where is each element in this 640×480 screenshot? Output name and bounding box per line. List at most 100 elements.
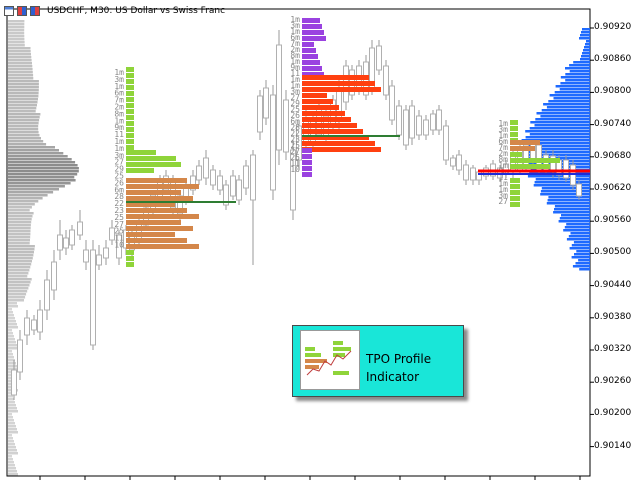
candle-body (196, 165, 202, 181)
volume-bar (8, 161, 76, 164)
volume-bar (8, 176, 75, 179)
volume-bar (8, 212, 34, 215)
volume-bar (8, 347, 18, 350)
volume-bar (8, 329, 12, 332)
chart-window-icon[interactable] (4, 6, 14, 16)
tpo-letter: 3m (290, 87, 300, 96)
tpo-row (302, 30, 324, 35)
volume-bar (8, 26, 25, 29)
volume-bar (8, 425, 16, 428)
volume-bar (8, 458, 13, 461)
volume-bar (553, 97, 590, 100)
promo-title-line2: Indicator (366, 370, 420, 384)
volume-bar (586, 40, 590, 43)
volume-bar (583, 49, 590, 52)
tpo-letter: 1m (114, 144, 124, 153)
volume-bar (8, 89, 39, 92)
volume-bar (8, 134, 40, 137)
tpo-letter: 1m (498, 161, 508, 170)
candle-body (31, 319, 37, 331)
volume-bar (560, 82, 590, 85)
tpo-row (302, 87, 381, 92)
tpo-row (126, 190, 181, 195)
volume-bar (581, 31, 590, 34)
volume-bar (521, 139, 590, 142)
volume-bar (529, 133, 590, 136)
volume-bar (554, 205, 590, 208)
volume-bar (8, 410, 18, 413)
tpo-letter: 28 (114, 192, 124, 201)
candle-body (203, 157, 209, 179)
volume-bar (8, 32, 25, 35)
tpo-row (126, 196, 193, 201)
volume-bar (540, 193, 590, 196)
volume-bar (534, 181, 590, 184)
volume-bar (8, 305, 18, 308)
volume-bar (8, 467, 16, 470)
volume-bar (8, 218, 32, 221)
volume-bar (8, 155, 68, 158)
volume-bar (8, 98, 38, 101)
chart-window-icon[interactable] (30, 6, 40, 16)
price-axis-label: 0.90920 (594, 22, 632, 32)
candle-body (96, 254, 102, 266)
volume-bar (8, 230, 31, 233)
volume-bar (8, 29, 25, 32)
tpo-promo-box[interactable]: TPO Profile Indicator (292, 325, 464, 397)
volume-bar (8, 101, 38, 104)
candle-body (217, 175, 223, 191)
tpo-letter: 1m (290, 15, 300, 24)
volume-bar (8, 143, 47, 146)
price-axis-label: 0.90740 (594, 118, 632, 129)
volume-bar (8, 182, 71, 185)
tpo-letter: 27 (290, 147, 300, 156)
tpo-row (126, 91, 134, 96)
volume-bar (8, 287, 29, 290)
volume-bar (8, 170, 79, 173)
volume-bar (8, 80, 39, 83)
volume-bar (8, 104, 37, 107)
tpo-letter: 1m (498, 119, 508, 128)
tpo-letter: 1m (114, 116, 124, 125)
volume-bar (8, 242, 30, 245)
candle-body (389, 85, 395, 121)
volume-bar (8, 209, 30, 212)
tpo-row (302, 135, 369, 140)
volume-bar (571, 256, 590, 259)
tpo-row (302, 123, 357, 128)
tpo-letter: 22 (114, 199, 124, 208)
volume-bar (8, 341, 16, 344)
volume-bar (561, 214, 590, 217)
tpo-letter: 6m (290, 33, 300, 42)
tpo-row (302, 60, 320, 65)
tpo-letter: 1m (114, 82, 124, 91)
tpo-letter: 1m (290, 75, 300, 84)
candle-body (430, 113, 436, 131)
volume-bar (8, 260, 32, 263)
candle-body (116, 234, 122, 259)
tpo-letter: 1m (290, 57, 300, 66)
volume-bar (8, 233, 31, 236)
price-axis-label: 0.90140 (594, 440, 632, 451)
tpo-letter: 3m (498, 191, 508, 200)
volume-bar (8, 317, 15, 320)
volume-bar (8, 368, 18, 371)
volume-bar (8, 326, 18, 329)
volume-bar (579, 37, 590, 40)
tpo-row (126, 226, 193, 231)
volume-bar (543, 103, 590, 106)
volume-bar (8, 443, 15, 446)
volume-bar (8, 44, 25, 47)
tpo-letter: 28 (290, 123, 300, 132)
chart-window-icon[interactable] (17, 6, 27, 16)
tpo-letter: 6m (114, 185, 124, 194)
tpo-row (510, 146, 535, 151)
volume-bar (8, 434, 12, 437)
tpo-row (510, 158, 560, 163)
volume-bar (8, 47, 31, 50)
candle-body (423, 119, 429, 136)
promo-thumbnail (300, 330, 360, 390)
candle-body (17, 339, 23, 373)
candle-body (69, 229, 75, 246)
